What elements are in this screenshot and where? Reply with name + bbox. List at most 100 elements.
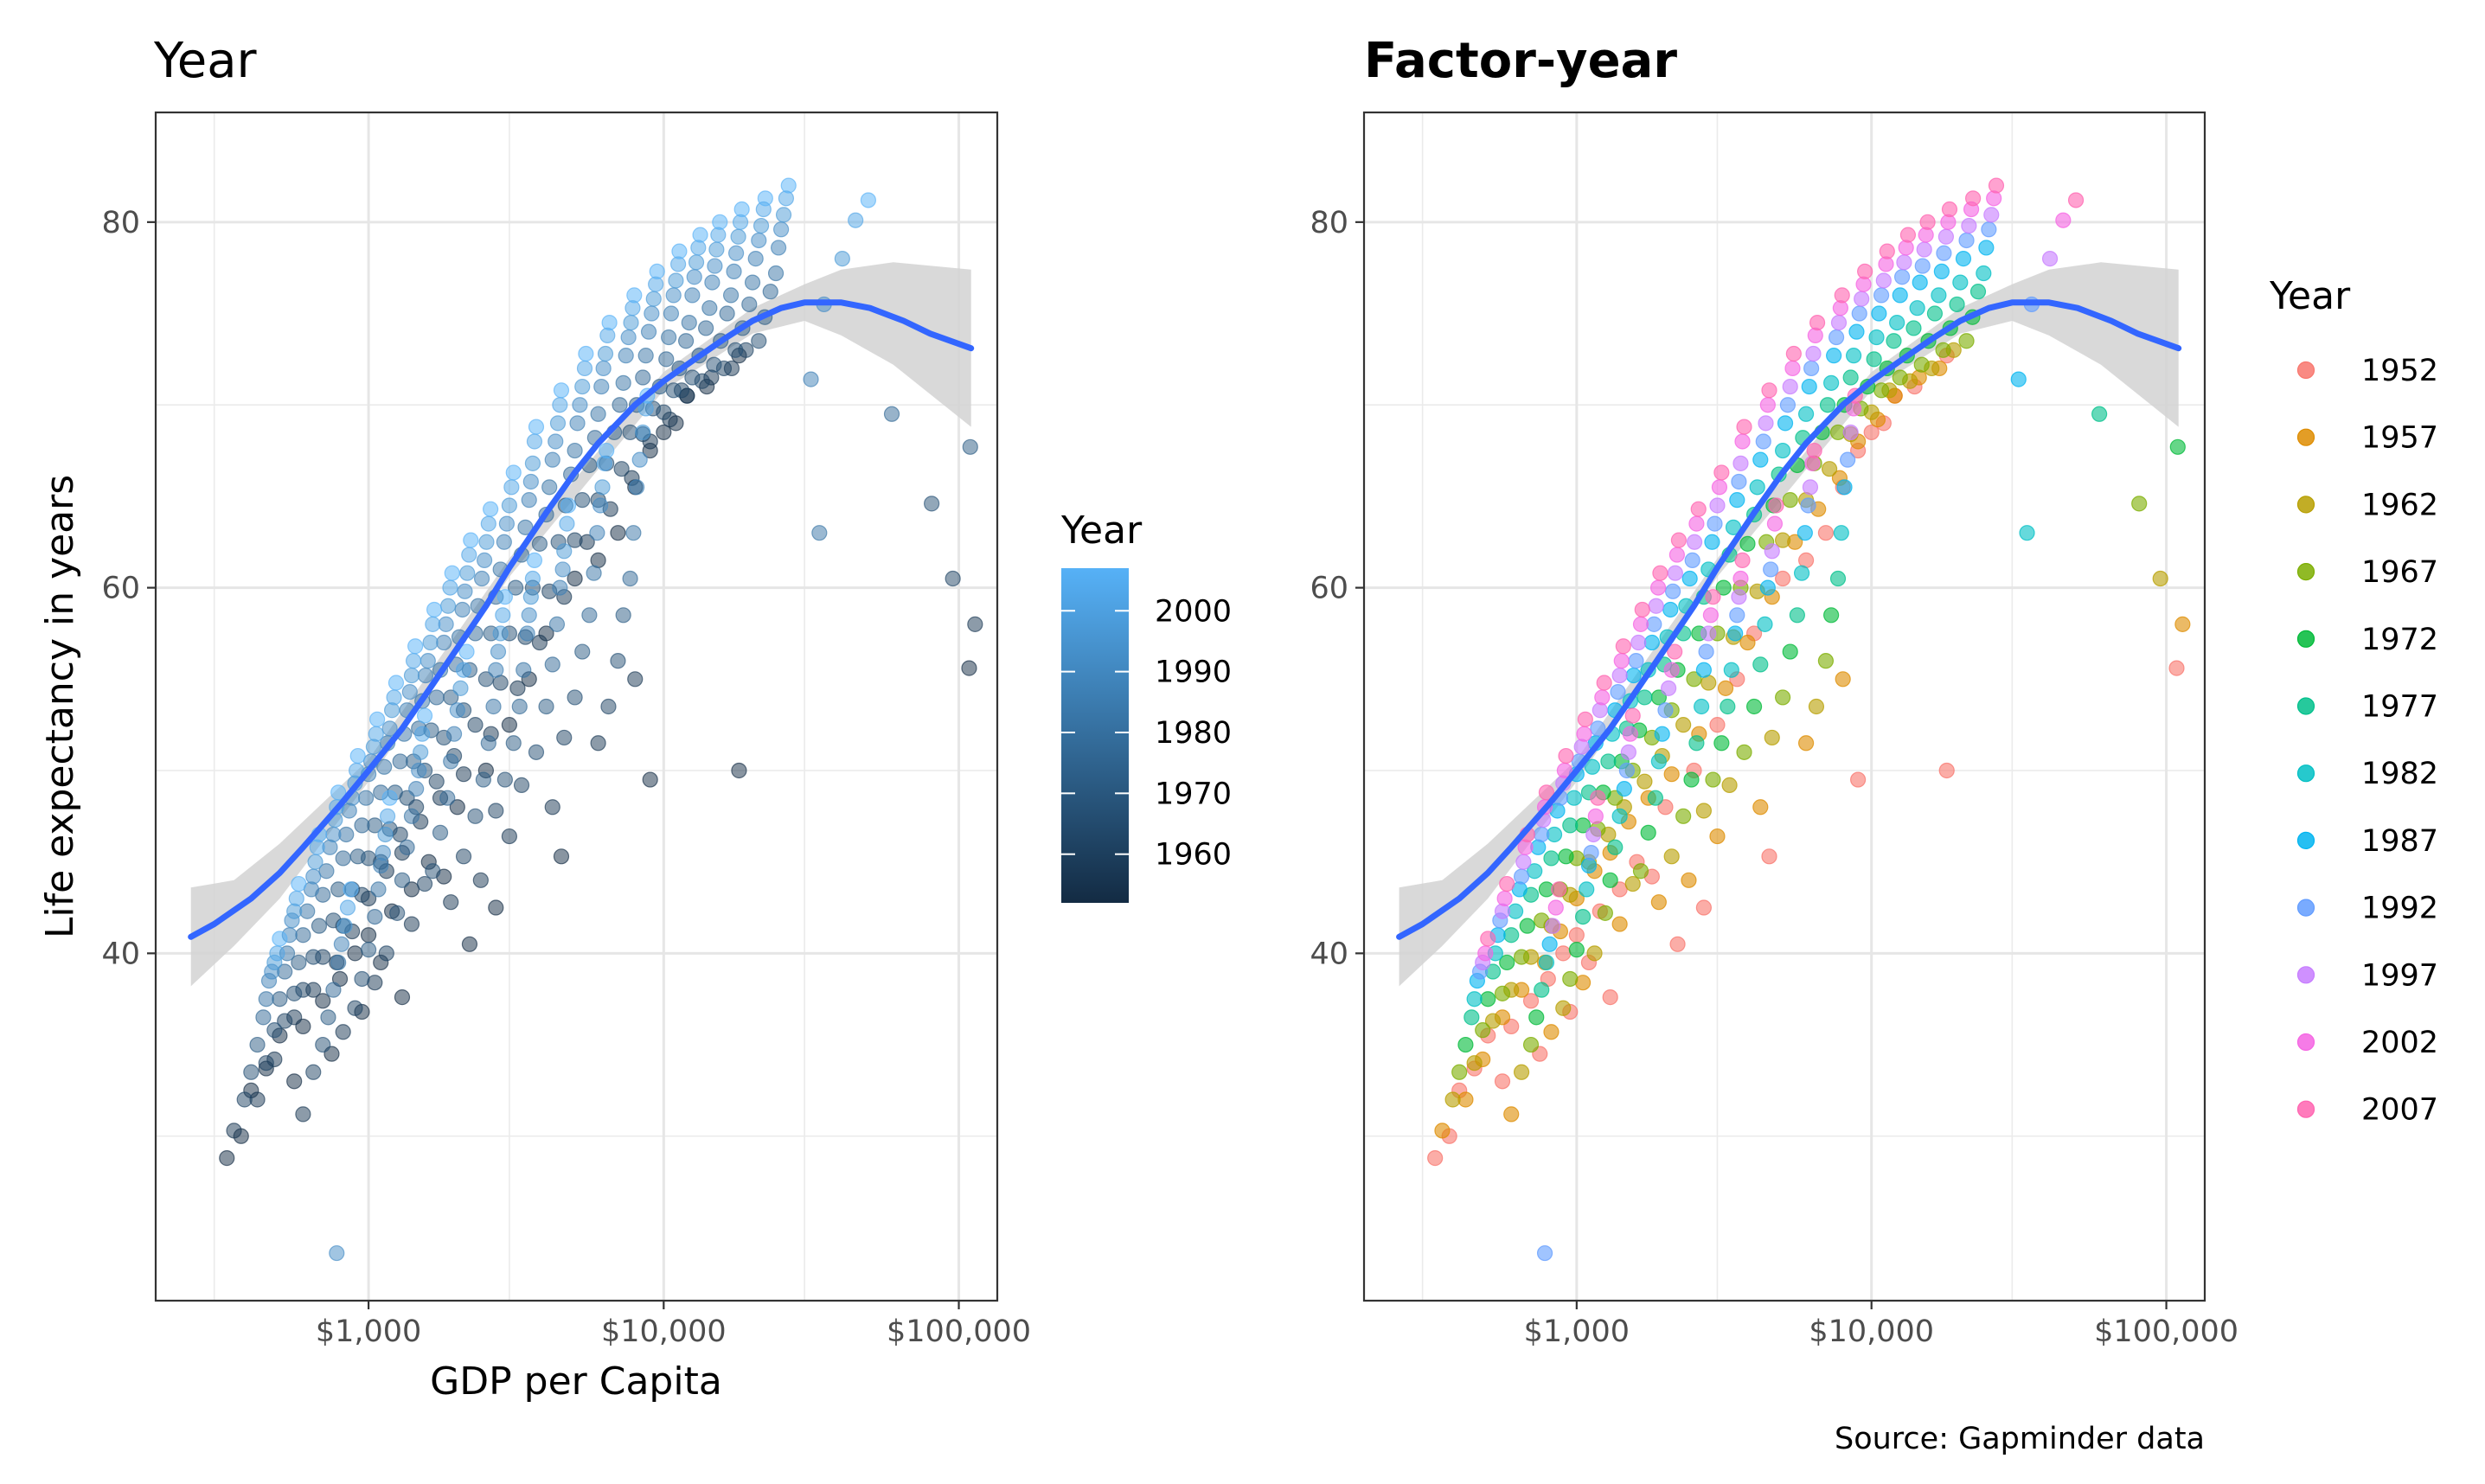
data-point xyxy=(2174,616,2191,632)
data-point xyxy=(411,762,427,779)
data-point xyxy=(1759,397,1776,413)
data-point xyxy=(1624,707,1641,724)
y-tick-label: 60 xyxy=(101,572,140,606)
data-point xyxy=(375,845,391,861)
data-point xyxy=(1657,702,1674,719)
data-point xyxy=(589,525,605,541)
data-point xyxy=(757,190,773,207)
data-point xyxy=(1875,272,1892,289)
data-point xyxy=(488,662,504,678)
data-point xyxy=(454,601,471,618)
data-point xyxy=(1969,284,1987,300)
legend-item: 1977 xyxy=(2296,690,2438,725)
data-point xyxy=(1905,320,1922,336)
data-point xyxy=(272,931,288,947)
data-point xyxy=(472,872,489,888)
x-tick-label: $1,000 xyxy=(316,1314,421,1349)
data-point xyxy=(1517,839,1534,855)
data-point xyxy=(1817,653,1835,669)
data-point xyxy=(1823,374,1840,391)
data-point xyxy=(1829,570,1847,587)
data-point xyxy=(377,826,394,843)
data-point xyxy=(1757,616,1773,632)
data-point xyxy=(741,296,758,313)
data-point xyxy=(1555,945,1572,962)
data-point xyxy=(1698,643,1714,660)
data-point xyxy=(1936,245,1952,261)
data-point xyxy=(459,565,476,581)
data-point xyxy=(1704,534,1720,550)
data-point xyxy=(1828,329,1845,346)
data-point xyxy=(601,314,618,331)
data-point xyxy=(226,1123,242,1139)
data-point xyxy=(618,348,634,364)
data-point xyxy=(1534,982,1550,998)
data-point xyxy=(658,351,675,368)
data-point xyxy=(1628,653,1644,669)
data-point xyxy=(628,479,645,496)
legend-label: 1997 xyxy=(2361,958,2438,993)
data-point xyxy=(727,245,745,261)
data-point xyxy=(1717,680,1734,696)
data-point xyxy=(1779,397,1797,413)
data-point xyxy=(961,660,977,676)
data-point xyxy=(417,667,434,684)
data-point xyxy=(1711,479,1728,496)
data-point xyxy=(1873,287,1890,304)
data-point xyxy=(1986,190,2002,207)
data-point xyxy=(1871,305,1887,322)
data-point xyxy=(684,369,701,386)
data-point xyxy=(1611,881,1628,898)
data-point xyxy=(538,698,554,715)
data-point xyxy=(425,616,441,632)
data-point xyxy=(288,890,304,907)
data-point xyxy=(1513,868,1530,885)
data-point xyxy=(590,735,606,752)
data-point xyxy=(354,970,370,988)
data-point xyxy=(586,565,602,581)
data-point xyxy=(665,287,682,304)
data-point xyxy=(528,419,545,435)
data-point xyxy=(522,473,539,490)
colorbar-label: 1990 xyxy=(1155,656,1232,690)
y-tick-label: 80 xyxy=(101,206,140,240)
data-point xyxy=(488,899,504,916)
data-point xyxy=(2091,406,2108,422)
data-point xyxy=(1457,1036,1474,1053)
data-point xyxy=(1720,698,1736,715)
data-point xyxy=(528,744,545,760)
data-point xyxy=(443,894,459,911)
data-point xyxy=(1821,461,1838,477)
data-point xyxy=(1892,369,1908,386)
data-point xyxy=(834,251,850,267)
data-point xyxy=(524,455,541,471)
data-point xyxy=(305,949,322,965)
data-point xyxy=(219,1150,235,1167)
data-point xyxy=(1650,894,1667,911)
colorbar-label: 1960 xyxy=(1155,838,1232,873)
data-point xyxy=(1850,771,1867,788)
smooth-trend-line xyxy=(1396,299,2182,940)
legend-item: 1997 xyxy=(2296,958,2438,993)
data-point xyxy=(1615,638,1631,655)
data-point xyxy=(1775,570,1791,587)
chart-title: Factor-year xyxy=(1364,33,1677,89)
data-point xyxy=(1584,758,1601,775)
data-point xyxy=(1586,945,1603,962)
legend-swatch xyxy=(2296,630,2315,648)
data-point xyxy=(392,753,408,770)
data-point xyxy=(1893,269,1911,285)
data-point xyxy=(407,638,424,655)
colorbar-ticks: 2000 1990 1980 1970 1960 xyxy=(1061,594,1232,873)
data-point xyxy=(1785,345,1802,362)
data-point xyxy=(1499,875,1515,892)
data-point xyxy=(1916,241,1932,258)
data-point xyxy=(378,945,394,962)
data-point xyxy=(644,305,660,322)
data-point xyxy=(553,848,570,865)
data-point xyxy=(1958,333,1975,349)
data-point xyxy=(1695,899,1712,916)
data-point xyxy=(708,241,725,258)
data-point xyxy=(967,616,983,632)
